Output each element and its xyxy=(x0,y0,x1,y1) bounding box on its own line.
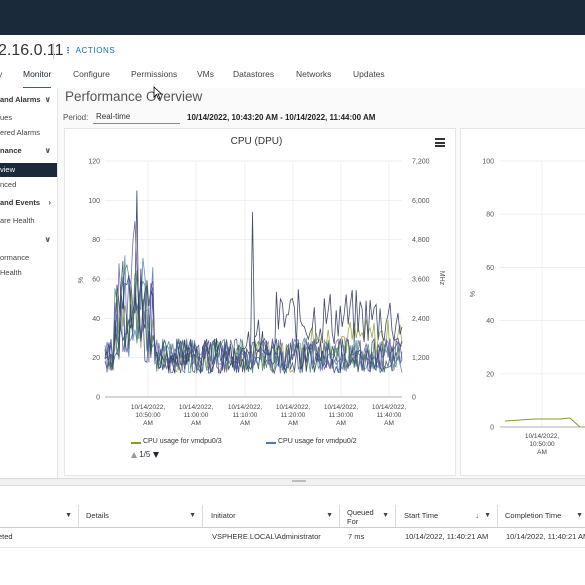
sidebar-item-hardware-health[interactable]: are Health xyxy=(0,216,35,225)
sidebar-item-overview[interactable]: view xyxy=(0,163,57,177)
legend-item[interactable]: CPU usage for vmdpu0/3 xyxy=(143,438,222,445)
next-page-icon[interactable] xyxy=(152,452,159,458)
task-queued-for: 7 ms xyxy=(348,532,365,541)
chevron-right-icon: › xyxy=(48,198,51,207)
splitter-grip-icon[interactable] xyxy=(292,480,306,482)
tab-networks[interactable]: Networks xyxy=(296,69,332,79)
legend-page-count: 1/5 xyxy=(139,450,151,459)
filter-icon[interactable]: ▼ xyxy=(326,512,333,519)
sidebar-item-all-issues[interactable]: ues xyxy=(0,113,13,122)
chart-menu-icon[interactable] xyxy=(435,138,445,147)
task-start-time: 10/14/2022, 11:40:21 AM xyxy=(405,532,489,541)
legend-swatch xyxy=(266,442,276,444)
filter-icon[interactable]: ▼ xyxy=(382,512,389,519)
sidebar-group-issues-alarms[interactable]: and Alarms ∨ xyxy=(0,93,57,107)
filter-icon[interactable]: ▼ xyxy=(189,512,196,519)
chevron-down-icon: ∨ xyxy=(44,235,52,244)
sidebar-item-label: nance xyxy=(0,146,22,155)
table-header-divider xyxy=(0,527,585,528)
time-range: 10/14/2022, 10:43:20 AM - 10/14/2022, 11… xyxy=(187,113,376,122)
tab-configure[interactable]: Configure xyxy=(73,69,110,79)
period-label: Period: xyxy=(63,113,89,122)
vertical-dots-icon: ⋮ xyxy=(64,46,73,55)
sort-down-icon[interactable]: ↓ xyxy=(475,511,479,520)
host-title: 2.16.0.11 xyxy=(0,42,64,59)
actions-menu[interactable]: ⋮ ACTIONS xyxy=(64,46,115,55)
column-header-task[interactable]: ▼ xyxy=(0,505,79,527)
top-navigation-bar xyxy=(0,0,585,35)
legend-pager: 1/5 xyxy=(131,450,159,459)
sidebar-item-label: and Events xyxy=(0,198,41,207)
period-select[interactable]: Real-time xyxy=(93,111,180,124)
title-separator xyxy=(53,43,54,59)
column-label: Queued For xyxy=(347,508,374,526)
sidebar-item-triggered-alarms[interactable]: ered Alarms xyxy=(0,128,41,137)
sidebar-group-tasks-events[interactable]: and Events › xyxy=(0,196,57,210)
recent-tasks-panel xyxy=(0,504,585,585)
cpu-dpu-chart-card xyxy=(64,128,456,476)
column-header-start-time[interactable]: Start Time ↓ ▼ xyxy=(398,505,498,527)
chevron-down-icon: ∨ xyxy=(44,146,52,155)
filter-icon[interactable]: ▼ xyxy=(65,512,72,519)
task-completion-time: 10/14/2022, 11:40:21 AM xyxy=(506,532,585,541)
second-chart-card xyxy=(460,128,585,476)
previous-page-icon[interactable] xyxy=(131,452,137,458)
tab-monitor[interactable]: Monitor xyxy=(23,68,52,89)
sidebar-group-performance[interactable]: nance ∨ xyxy=(0,144,57,158)
sidebar-item-advanced[interactable]: nced xyxy=(0,180,17,189)
page-title: Performance Overview xyxy=(65,89,203,104)
column-header-queued-for[interactable]: Queued For ▼ xyxy=(341,505,396,527)
legend-item[interactable]: CPU usage for vmdpu0/2 xyxy=(278,438,357,445)
actions-label: ACTIONS xyxy=(75,46,116,55)
column-label: Completion Time xyxy=(505,511,562,520)
tab-vms[interactable]: VMs xyxy=(197,69,214,79)
mouse-cursor-icon xyxy=(153,86,163,100)
column-header-initiator[interactable]: Initiator ▼ xyxy=(205,505,340,527)
column-label: Initiator xyxy=(211,511,236,520)
monitor-sidebar: and Alarms ∨ ues ered Alarms nance ∨ view … xyxy=(0,88,58,478)
object-tabs: y Monitor Configure Permissions VMs Data… xyxy=(0,68,585,89)
sidebar-item-label: and Alarms xyxy=(0,95,41,104)
tab-summary[interactable]: y xyxy=(0,69,3,79)
filter-icon[interactable]: ▼ xyxy=(576,512,583,519)
filter-icon[interactable]: ▼ xyxy=(484,512,491,519)
tab-datastores[interactable]: Datastores xyxy=(233,69,275,79)
sidebar-item-vsan-performance[interactable]: ormance xyxy=(0,253,30,262)
tab-updates[interactable]: Updates xyxy=(353,69,385,79)
pane-splitter[interactable] xyxy=(0,478,585,486)
sidebar-item-vsan-health[interactable]: Health xyxy=(0,268,22,277)
task-initiator: VSPHERE.LOCAL\Administrator xyxy=(212,532,321,541)
column-label: Details xyxy=(86,511,109,520)
chevron-down-icon: ∨ xyxy=(44,95,52,104)
task-status: eted xyxy=(0,532,13,541)
sidebar-group-vsan[interactable]: ∨ xyxy=(0,233,57,247)
column-label: Start Time xyxy=(404,511,439,520)
column-header-details[interactable]: Details ▼ xyxy=(80,505,203,527)
legend-swatch xyxy=(131,442,141,444)
column-header-completion-time[interactable]: Completion Time ▼ xyxy=(499,505,585,527)
tab-permissions[interactable]: Permissions xyxy=(131,69,178,79)
table-row-divider xyxy=(0,547,585,548)
